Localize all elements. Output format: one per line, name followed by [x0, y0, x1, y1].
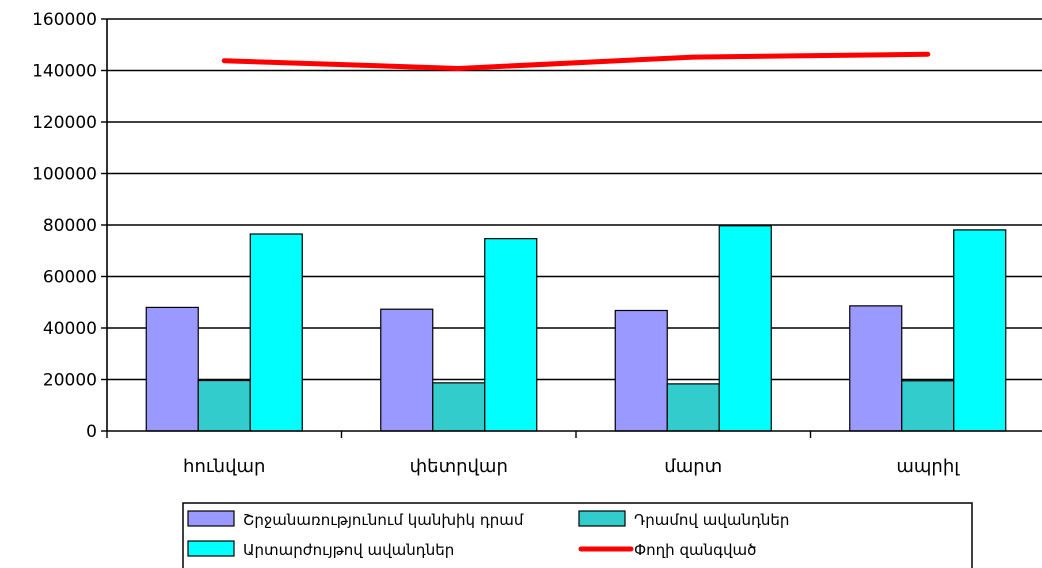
legend-label: Փողի զանգված: [634, 541, 756, 559]
cash-in-circulation-bar: [380, 308, 434, 432]
y-tick-label: 0: [86, 422, 97, 442]
legend-box: [182, 502, 973, 568]
dram-deposits-bar: [666, 383, 720, 432]
fx-deposits-bar: [249, 233, 303, 432]
dram-deposits-bar: [901, 380, 955, 432]
legend-label: Արտարժույթով ավանդներ: [243, 541, 454, 559]
money-supply-line: [221, 51, 931, 71]
money-supply-line-layer: [221, 51, 931, 71]
legend-swatch: [578, 510, 626, 527]
axes: 0 20000 40000 60000 80000 100000 120000 140000 1…: [32, 10, 1042, 477]
bars: [145, 225, 1007, 432]
y-tick-label: 120000: [32, 113, 97, 133]
x-category-label: փետրվար: [410, 456, 508, 477]
y-tick-label: 80000: [43, 216, 97, 236]
legend-swatch: [187, 540, 235, 557]
x-category-label: ապրիլ: [896, 456, 960, 477]
legend: Շրջանառությունում կանխիկ դրամ Դրամով ավան…: [182, 502, 973, 568]
y-tick-label: 60000: [43, 268, 97, 288]
dram-deposits-bar: [197, 379, 251, 432]
legend-swatch: [187, 510, 235, 527]
fx-deposits-bar: [953, 229, 1007, 432]
cash-in-circulation-bar: [849, 305, 903, 432]
fx-deposits-bar: [484, 238, 538, 432]
dram-deposits-bar: [432, 382, 486, 432]
x-category-label: մարտ: [664, 456, 722, 477]
y-tick-label: 160000: [32, 10, 97, 30]
cash-in-circulation-bar: [614, 309, 668, 432]
y-tick-label: 40000: [43, 319, 97, 339]
cash-in-circulation-bar: [145, 306, 199, 432]
legend-label: Շրջանառությունում կանխիկ դրամ: [243, 511, 524, 529]
y-tick-label: 140000: [32, 62, 97, 82]
x-category-label: հունվար: [183, 456, 265, 477]
fx-deposits-bar: [718, 225, 772, 432]
y-tick-label: 20000: [43, 371, 97, 391]
legend-label: Դրամով ավանդներ: [634, 511, 789, 529]
y-tick-label: 100000: [32, 165, 97, 185]
